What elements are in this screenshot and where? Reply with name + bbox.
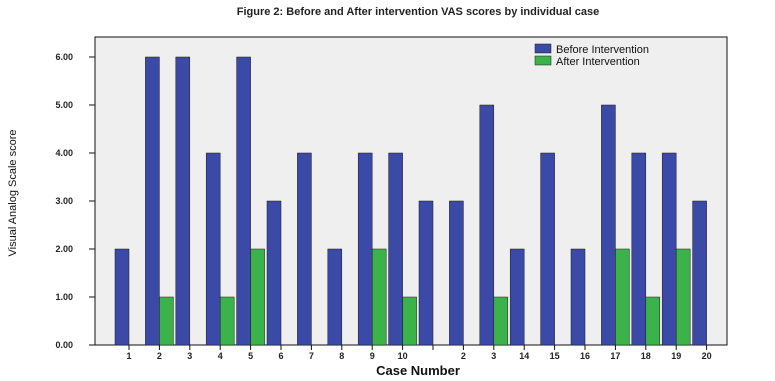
bar-before-11 [418, 200, 434, 346]
y-tick-label: 4.00 [55, 148, 73, 158]
x-tick-label: 1 [126, 351, 131, 361]
bar-after-10 [402, 296, 417, 346]
bar-before-20 [692, 200, 707, 346]
y-tick-label: 3.00 [55, 196, 73, 206]
bar-before-17 [601, 104, 616, 346]
x-axis: 1 2 3 4 5 6 7 8 9 10 2 3 14 15 16 17 18 19 20 [126, 345, 712, 361]
bar-before-5 [236, 56, 251, 346]
legend-label-before: Before Intervention [556, 44, 649, 56]
bar-before-10 [388, 152, 403, 346]
x-tick-label: 19 [671, 351, 681, 361]
bar-before-7 [297, 152, 312, 346]
x-tick-label: 18 [641, 351, 651, 361]
bar-after-19 [675, 248, 691, 346]
bar-before-12 [449, 200, 464, 346]
x-tick-label: 16 [580, 351, 590, 361]
legend-swatch-after [534, 55, 552, 66]
bar-before-3 [175, 56, 191, 346]
bar-before-14 [509, 248, 525, 346]
chart-title: Figure 2: Before and After intervention … [237, 6, 599, 18]
x-tick-label: 17 [610, 351, 620, 361]
bar-before-8 [327, 248, 343, 346]
x-axis-label: Case Number [376, 363, 460, 378]
x-tick-label: 4 [218, 351, 223, 361]
bars-group [114, 56, 707, 346]
bar-after-17 [615, 248, 630, 346]
x-tick-label: 20 [702, 351, 712, 361]
y-axis: 0.00 1.00 2.00 3.00 4.00 5.00 6.00 [55, 52, 95, 350]
bar-after-4 [219, 296, 235, 346]
bar-before-4 [205, 152, 221, 346]
x-tick-label: 2 [461, 351, 466, 361]
bar-after-18 [645, 296, 661, 346]
y-tick-label: 1.00 [55, 292, 73, 302]
bar-before-1 [114, 248, 130, 346]
bar-before-15 [540, 152, 555, 346]
bar-before-18 [631, 152, 647, 346]
x-tick-label: 2 [157, 351, 162, 361]
x-tick-label: 9 [370, 351, 375, 361]
y-axis-label: Visual Analog Scale score [7, 130, 19, 257]
bar-after-9 [371, 248, 387, 346]
legend-label-after: After Intervention [556, 56, 640, 68]
bar-after-13 [493, 296, 509, 346]
y-tick-label: 2.00 [55, 244, 73, 254]
x-tick-label: 14 [519, 351, 529, 361]
bar-before-19 [661, 152, 677, 346]
x-tick-label: 15 [550, 351, 560, 361]
x-tick-label: 3 [187, 351, 192, 361]
y-tick-label: 6.00 [55, 52, 73, 62]
y-tick-label: 0.00 [55, 340, 73, 350]
bar-before-2 [145, 56, 160, 346]
legend-swatch-before [534, 43, 552, 54]
x-tick-label: 5 [248, 351, 253, 361]
bar-after-5 [250, 248, 265, 346]
x-tick-label: 8 [339, 351, 344, 361]
bar-before-13 [479, 104, 495, 346]
bar-after-2 [159, 296, 174, 346]
x-tick-label: 3 [491, 351, 496, 361]
x-tick-label: 10 [398, 351, 408, 361]
y-tick-label: 5.00 [55, 100, 73, 110]
x-tick-label: 6 [278, 351, 283, 361]
bar-before-9 [357, 152, 373, 346]
bar-before-6 [266, 200, 282, 346]
bar-before-16 [570, 248, 586, 346]
x-tick-label: 7 [309, 351, 314, 361]
